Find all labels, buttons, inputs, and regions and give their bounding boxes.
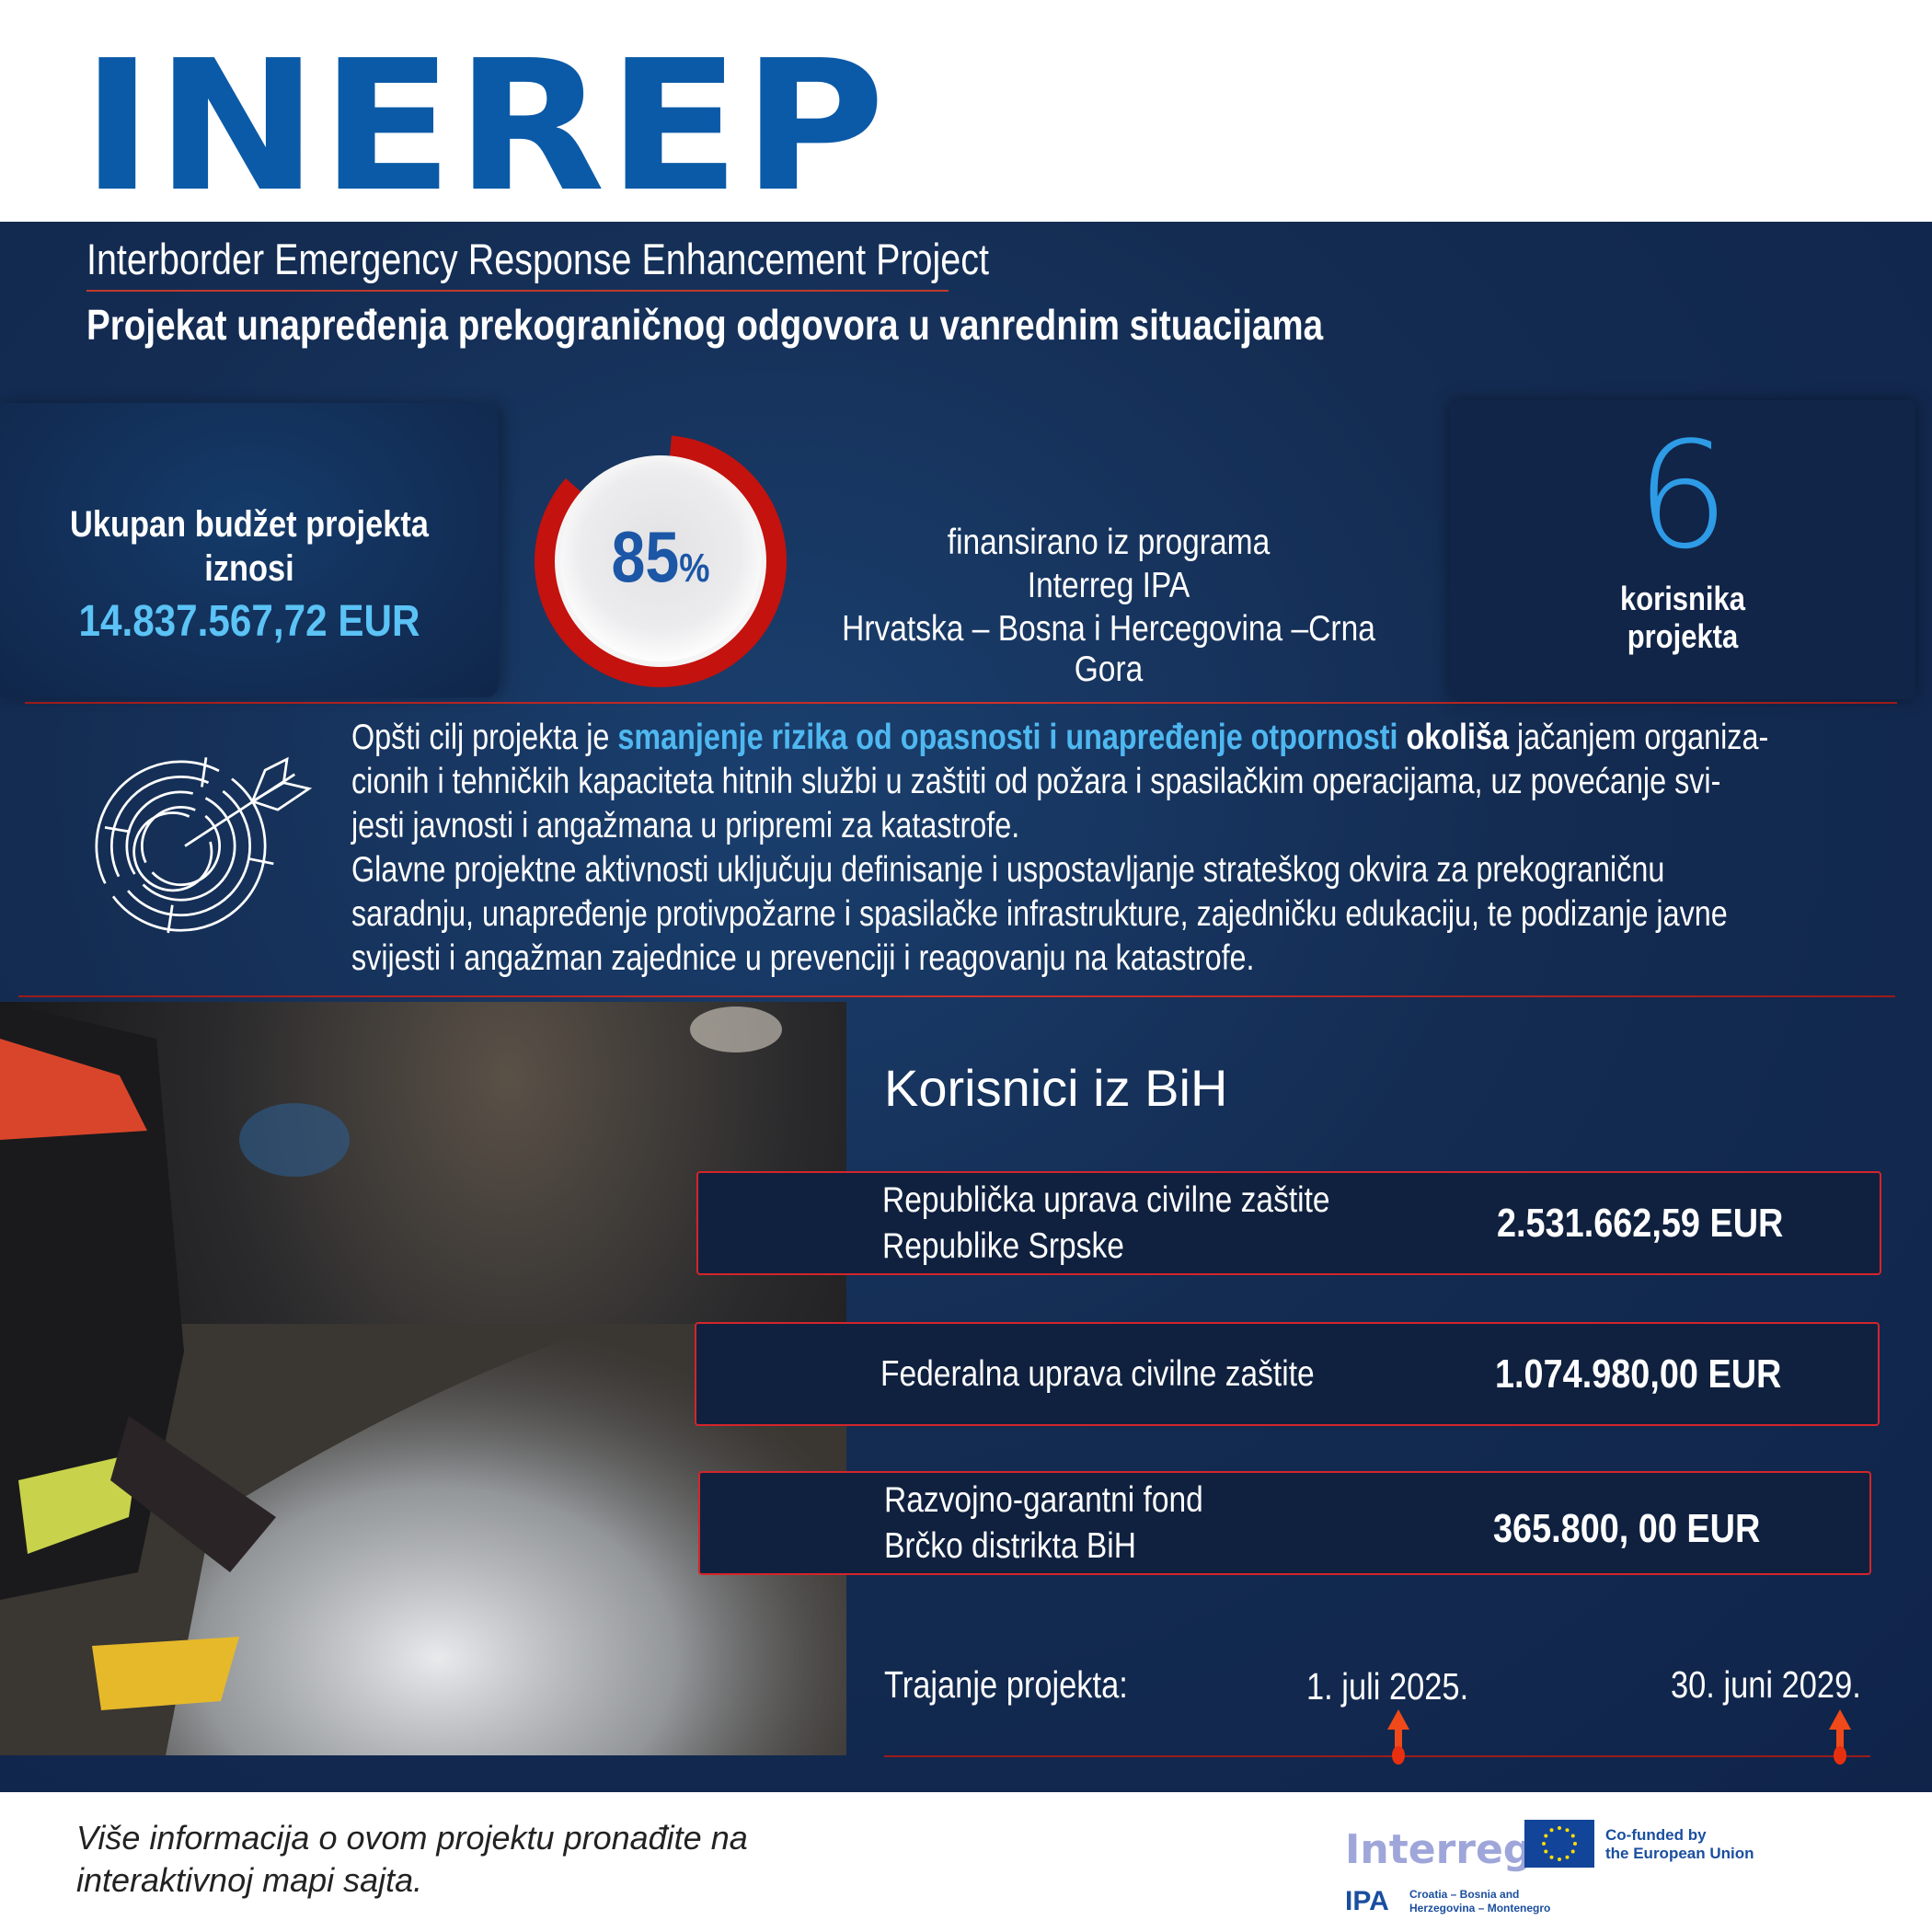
funding-line-1: finansirano iz programa xyxy=(947,523,1271,562)
eu-cofunded-text: Co-funded by the European Union xyxy=(1605,1826,1754,1863)
beneficiary-row: Republička uprava civilne zaštite Republ… xyxy=(696,1171,1881,1275)
goal-line: cionih i tehničkih kapaciteta hitnih slu… xyxy=(351,760,1768,804)
goal-text: Opšti cilj projekta je xyxy=(351,718,618,757)
eu-star xyxy=(1544,1834,1548,1838)
end-arrow-icon xyxy=(1829,1709,1851,1765)
goal-text: jačanjem organiza- xyxy=(1508,718,1769,757)
eu-text-1: Co-funded by xyxy=(1605,1826,1707,1844)
goal-line: Opšti cilj projekta je smanjenje rizika … xyxy=(351,716,1768,760)
beneficiary-name-2: Brčko distrikta BiH xyxy=(884,1526,1136,1566)
goal-text: saradnju, unapređenje protivpožarne i sp… xyxy=(351,894,1728,934)
beneficiary-row: Federalna uprava civilne zaštite 1.074.9… xyxy=(695,1322,1880,1426)
subtitle-english: Interborder Emergency Response Enhanceme… xyxy=(86,235,989,283)
funding-arc xyxy=(535,435,787,687)
goal-text: cionih i tehničkih kapaciteta hitnih slu… xyxy=(351,762,1721,801)
funding-line-3: Hrvatska – Bosna i Hercegovina –Crna Gor… xyxy=(842,609,1375,689)
target-arrow-icon xyxy=(95,756,313,934)
budget-card: Ukupan budžet projekta iznosi 14.837.567… xyxy=(0,403,499,697)
beneficiary-amount: 365.800, 00 EUR xyxy=(1493,1506,1761,1551)
eu-text-2: the European Union xyxy=(1605,1845,1754,1862)
goal-text: okoliša xyxy=(1397,718,1509,757)
percent-sign: % xyxy=(679,546,710,591)
eu-star xyxy=(1558,1826,1561,1830)
ipa-text-2: Herzegovina – Montenegro xyxy=(1409,1902,1551,1915)
eu-star xyxy=(1544,1849,1548,1854)
subtitle-divider xyxy=(86,290,949,292)
ipa-text-1: Croatia – Bosnia and xyxy=(1409,1888,1520,1901)
goal-text: jesti javnosti i angažmana u pripremi za… xyxy=(351,806,1020,845)
footer-info: Više informacija o ovom projektu pronađi… xyxy=(76,1817,748,1902)
beneficiary-name-2: Republike Srpske xyxy=(882,1226,1124,1266)
ipa-logo: IPA xyxy=(1345,1886,1389,1916)
divider xyxy=(18,995,1895,997)
goal-line: svijesti i angažman zajednice u prevenci… xyxy=(351,937,1768,981)
goal-line: Glavne projektne aktivnosti uključuju de… xyxy=(351,848,1768,892)
eu-star xyxy=(1570,1834,1575,1838)
start-arrow-icon xyxy=(1387,1709,1409,1765)
funding-percent-ring xyxy=(535,435,787,687)
eu-star xyxy=(1570,1849,1575,1854)
funding-line-2: Interreg IPA xyxy=(1027,566,1190,605)
beneficiary-name: Razvojno-garantni fond xyxy=(884,1480,1203,1520)
eu-star xyxy=(1573,1842,1577,1846)
beneficiaries-count-card: 6 korisnika projekta xyxy=(1450,400,1915,699)
footer-line-1: Više informacija o ovom projektu pronađi… xyxy=(76,1819,748,1857)
ipa-programme-text: Croatia – Bosnia and Herzegovina – Monte… xyxy=(1409,1888,1550,1915)
eu-flag-icon xyxy=(1524,1820,1594,1868)
inerep-logo: INEREP xyxy=(81,22,888,232)
funding-percent: 85% xyxy=(551,515,770,599)
beneficiaries-label-1: korisnika xyxy=(1620,580,1745,617)
interreg-logo: Interreg xyxy=(1345,1826,1533,1873)
duration-end: 30. juni 2029. xyxy=(1671,1663,1861,1706)
budget-label: Ukupan budžet projekta xyxy=(70,504,429,545)
goal-text: Glavne projektne aktivnosti uključuju de… xyxy=(351,850,1665,890)
budget-label-2: iznosi xyxy=(204,548,294,589)
divider xyxy=(25,702,1897,704)
goal-line: jesti javnosti i angažmana u pripremi za… xyxy=(351,804,1768,848)
duration-label: Trajanje projekta: xyxy=(884,1663,1128,1706)
beneficiaries-label-2: projekta xyxy=(1627,617,1739,655)
eu-star xyxy=(1565,1828,1570,1833)
beneficiary-name: Republička uprava civilne zaštite xyxy=(882,1180,1330,1220)
duration-start: 1. juli 2025. xyxy=(1306,1665,1469,1708)
beneficiary-amount: 1.074.980,00 EUR xyxy=(1495,1351,1782,1397)
ring-center xyxy=(555,455,766,667)
timeline xyxy=(884,1755,1870,1757)
eu-star xyxy=(1558,1857,1561,1861)
bih-beneficiaries-title: Korisnici iz BiH xyxy=(884,1059,1228,1117)
percent-number: 85 xyxy=(611,516,680,597)
budget-value: 14.837.567,72 EUR xyxy=(78,597,420,646)
beneficiary-amount: 2.531.662,59 EUR xyxy=(1497,1201,1784,1246)
goal-text: svijesti i angažman zajednice u prevenci… xyxy=(351,938,1255,978)
eu-star xyxy=(1565,1855,1570,1859)
goal-line: saradnju, unapređenje protivpožarne i sp… xyxy=(351,892,1768,937)
eu-star xyxy=(1549,1855,1554,1859)
project-goal-text: Opšti cilj projekta je smanjenje rizika … xyxy=(351,716,1768,981)
footer-line-2: interaktivnoj mapi sajta. xyxy=(76,1861,423,1899)
goal-highlight: smanjenje rizika od opasnosti i unapređe… xyxy=(617,718,1398,757)
eu-star xyxy=(1542,1842,1546,1846)
beneficiaries-number: 6 xyxy=(1636,409,1730,581)
subtitle-bosnian: Projekat unapređenja prekograničnog odgo… xyxy=(86,301,1324,349)
beneficiary-row: Razvojno-garantni fond Brčko distrikta B… xyxy=(698,1471,1871,1575)
eu-star xyxy=(1549,1828,1554,1833)
beneficiary-name: Federalna uprava civilne zaštite xyxy=(880,1354,1315,1394)
